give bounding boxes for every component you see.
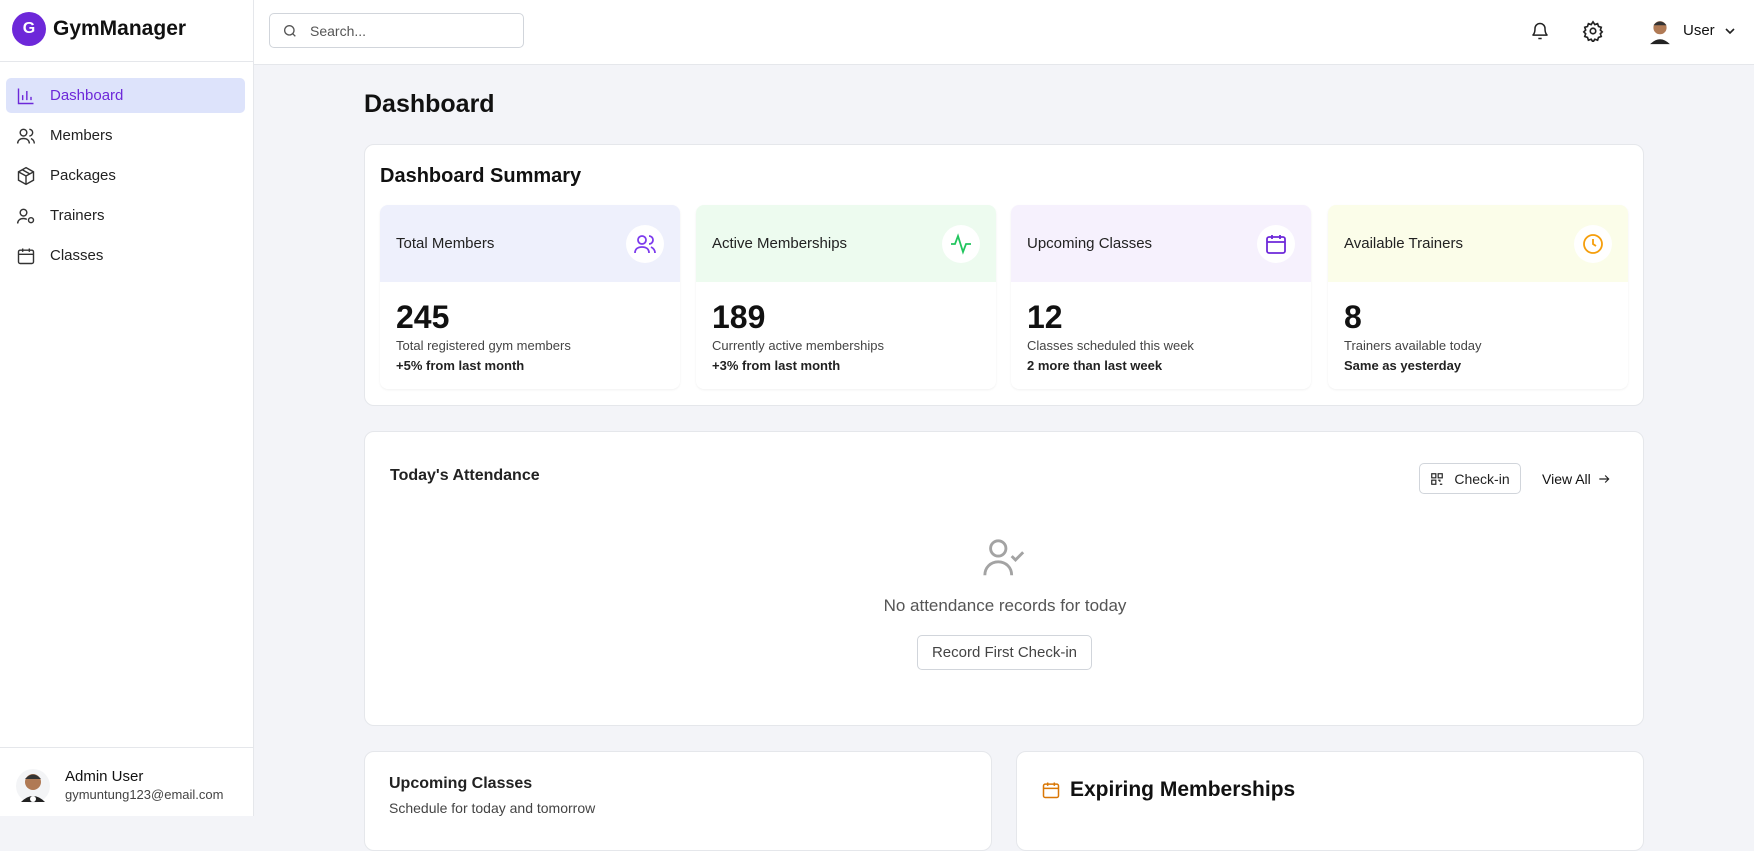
page-title: Dashboard [364, 90, 495, 118]
button-label: Check-in [1454, 470, 1510, 487]
nav-label: Trainers [50, 207, 105, 224]
stat-change: 2 more than last week [1027, 358, 1163, 373]
stat-icon [942, 224, 980, 263]
stat-value: 12 [1027, 299, 1063, 335]
stat-card: Active Memberships 189 Currently active … [696, 205, 996, 389]
stat-icon [1574, 224, 1612, 263]
stat-header: Active Memberships [696, 205, 996, 282]
user-menu[interactable]: User [1683, 22, 1715, 39]
section-title: Upcoming Classes [389, 775, 533, 792]
stat-header: Available Trainers [1328, 205, 1628, 282]
nav-item[interactable]: Members [6, 118, 245, 153]
avatar[interactable] [1646, 16, 1674, 46]
search-placeholder: Search... [310, 22, 367, 39]
stat-label: Active Memberships [712, 235, 848, 252]
section-title: Today's Attendance [390, 467, 540, 484]
brand[interactable]: GymManager [53, 17, 187, 40]
stat-change: Same as yesterday [1344, 358, 1462, 373]
stat-change: +3% from last month [712, 358, 841, 373]
expiring-card: Expiring Memberships [1016, 751, 1644, 851]
record-button[interactable]: Record First Check-in [917, 635, 1092, 670]
section-subtitle: Schedule for today and tomorrow [389, 800, 596, 816]
stat-value: 189 [712, 299, 766, 335]
nav-item[interactable]: Trainers [6, 198, 245, 233]
stat-description: Classes scheduled this week [1027, 338, 1194, 353]
stat-label: Available Trainers [1344, 235, 1463, 252]
stat-icon [626, 224, 664, 263]
nav-item[interactable]: Classes [6, 238, 245, 273]
sidebar: G GymManager Dashboard Members Packages … [0, 0, 254, 816]
empty-text: No attendance records for today [883, 596, 1127, 615]
logo[interactable]: G [12, 12, 46, 46]
stat-card: Available Trainers 8 Trainers available … [1328, 205, 1628, 389]
user-name: Admin User [65, 768, 144, 785]
settings[interactable] [1582, 20, 1604, 42]
nav-label: Packages [50, 167, 116, 184]
stat-icon [1257, 224, 1295, 263]
nav-item[interactable]: Packages [6, 158, 245, 193]
stat-value: 8 [1344, 299, 1362, 335]
stat-value: 245 [396, 299, 450, 335]
nav-item[interactable]: Dashboard [6, 78, 245, 113]
section-title: Expiring Memberships [1070, 778, 1296, 801]
stat-header: Upcoming Classes [1011, 205, 1311, 282]
divider [0, 61, 254, 62]
search[interactable]: Search... [269, 13, 524, 48]
empty-icon [983, 539, 1025, 576]
nav-label: Members [50, 127, 113, 144]
bell[interactable] [1530, 20, 1550, 42]
upcoming-card: Upcoming Classes Schedule for today and … [364, 751, 992, 851]
stat-description: Trainers available today [1344, 338, 1482, 353]
stat-card: Total Members 245 Total registered gym m… [380, 205, 680, 389]
section-title: Dashboard Summary [380, 165, 582, 187]
user-email: gymuntung123@email.com [65, 787, 224, 802]
stat-description: Currently active memberships [712, 338, 884, 353]
stat-card: Upcoming Classes 12 Classes scheduled th… [1011, 205, 1311, 389]
attendance-card: Today's Attendance Check-in View All No … [364, 431, 1644, 726]
stat-label: Total Members [396, 235, 495, 252]
stat-description: Total registered gym members [396, 338, 571, 353]
chevron [1725, 28, 1735, 35]
calendar-icon [1042, 782, 1060, 799]
stat-change: +5% from last month [396, 358, 525, 373]
nav-label: Dashboard [50, 87, 124, 104]
link-label: View All [1542, 471, 1591, 487]
nav-label: Classes [50, 247, 104, 264]
topbar: Search... User [254, 0, 1754, 65]
view-all[interactable]: View All [1542, 471, 1611, 487]
checkin-button[interactable]: Check-in [1419, 463, 1521, 494]
avatar [16, 769, 50, 803]
stat-label: Upcoming Classes [1027, 235, 1153, 252]
stat-header: Total Members [380, 205, 680, 282]
divider [0, 747, 254, 748]
